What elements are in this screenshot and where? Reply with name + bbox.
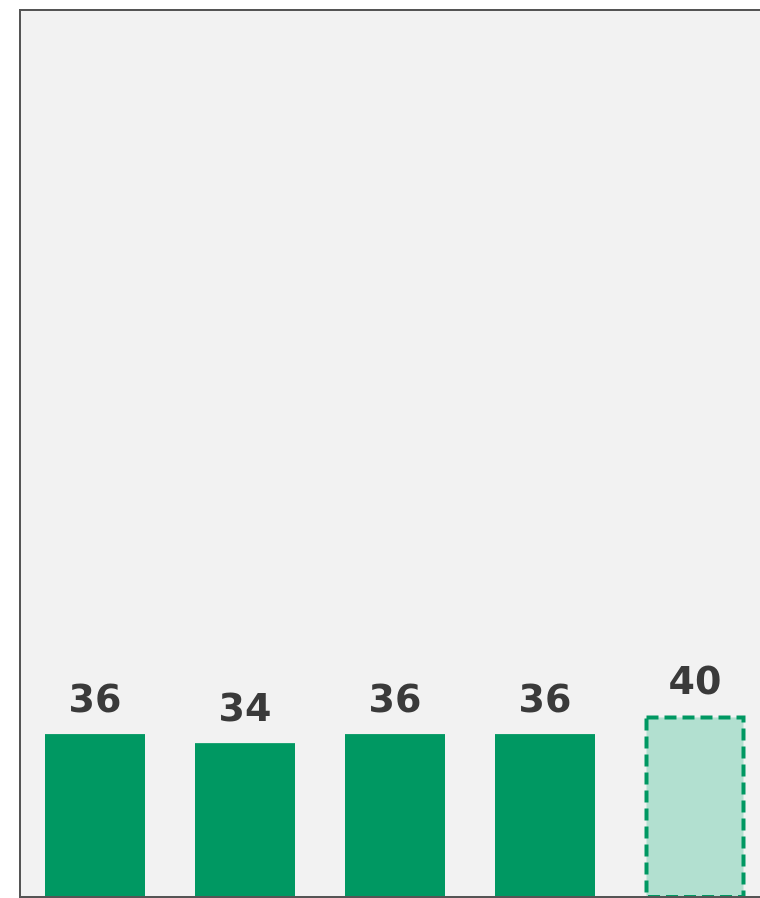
bar-value-label: 36: [519, 677, 572, 721]
bar-value-label: 36: [69, 677, 122, 721]
bar: [345, 734, 445, 897]
bar-value-label: 40: [669, 659, 722, 703]
value-labels-group: 36 34 36 36 40: [69, 659, 722, 730]
bar: [45, 734, 145, 897]
bar-value-label: 36: [369, 677, 422, 721]
bar: [495, 734, 595, 897]
bar-projected: [644, 715, 746, 898]
bar: [195, 743, 295, 897]
bars-group: [45, 715, 746, 898]
bar-value-label: 34: [219, 686, 272, 730]
